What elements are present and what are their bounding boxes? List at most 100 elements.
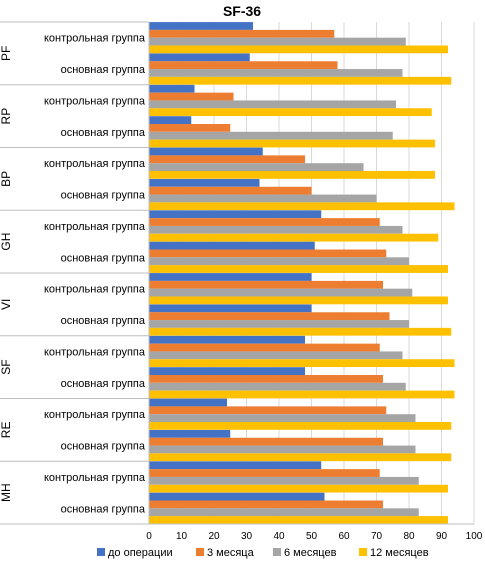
bar [149,484,448,493]
bars [149,22,455,524]
bar [149,476,419,485]
group-label: RP [0,108,13,125]
bar [149,453,452,462]
legend-label: до операции [108,547,173,559]
x-tick-label: 30 [241,531,253,542]
bar [149,37,406,46]
bar [149,398,227,407]
bar [149,257,409,266]
subcategory-label: основная группа [61,315,146,327]
bar [149,108,432,117]
x-tick-label: 90 [436,531,448,542]
bar [149,421,452,430]
bar [149,69,403,77]
bar [149,241,315,250]
x-tick-label: 70 [371,531,383,542]
bar [149,139,435,148]
bar [149,351,403,360]
bar [149,280,383,289]
bar [149,296,448,305]
subcategory-label: контрольная группа [44,33,146,45]
x-tick-label: 60 [338,531,350,542]
bar [149,390,455,399]
x-tick-label: 20 [208,531,220,542]
bar [149,186,312,195]
subcategory-label: основная группа [61,503,146,515]
group-label: BP [0,171,13,187]
subcategory-label: контрольная группа [44,95,146,107]
axes: 0 10 20 30 40 50 60 70 80 90 100 [0,21,483,542]
bar [149,76,452,85]
bar [149,155,305,164]
bar [149,500,383,509]
bar [149,437,383,446]
group-label: SF [0,359,13,374]
category-labels: контрольная группа основная группа PF контр… [0,33,146,516]
legend-label: 6 месяцев [284,547,337,559]
bar [149,29,335,38]
subcategory-label: основная группа [61,190,146,202]
bar [149,210,322,219]
x-tick-label: 100 [466,531,483,542]
x-tick-label: 80 [403,531,415,542]
group-label: GH [0,233,13,251]
legend-swatch [97,548,105,556]
subcategory-label: контрольная группа [44,472,146,484]
bar [149,194,377,203]
bar [149,414,416,422]
bar [149,304,312,313]
bar [149,45,448,54]
bar [149,202,455,211]
bar [149,469,380,477]
subcategory-label: контрольная группа [44,284,146,296]
bar [149,225,403,234]
group-label: RE [0,422,13,439]
group-label: PF [0,46,13,61]
bar [149,343,380,352]
bar [149,163,364,171]
group-label: VI [0,299,13,310]
bar [149,367,305,376]
legend: до операции 3 месяца 6 месяцев 12 месяцев [97,547,429,559]
bar [149,233,439,242]
subcategory-label: основная группа [61,252,146,264]
legend-swatch [273,548,281,556]
x-tick-label: 40 [273,531,285,542]
bar [149,124,231,132]
bar [149,265,448,273]
bar [149,429,231,438]
bar [149,516,448,524]
legend-label: 3 месяца [207,547,255,559]
chart-title: SF-36 [223,3,261,19]
bar [149,22,253,30]
bar [149,178,260,187]
bar [149,53,250,62]
bar [149,461,322,470]
subcategory-label: основная группа [61,64,146,76]
bar [149,100,396,109]
bar [149,218,380,226]
bar [149,288,413,297]
bar [149,359,455,368]
subcategory-label: основная группа [61,441,146,453]
bar [149,249,387,258]
bar [149,335,305,344]
bar [149,327,452,336]
x-tick-label: 50 [306,531,318,542]
bar [149,320,409,328]
subcategory-label: контрольная группа [44,221,146,233]
x-tick-label: 0 [146,531,152,542]
bar [149,273,312,281]
bar [149,312,390,321]
bar [149,170,435,179]
bar [149,508,419,517]
bar [149,406,387,415]
subcategory-label: основная группа [61,127,146,139]
bar [149,131,393,140]
bar [149,382,406,391]
bar [149,147,263,156]
group-label: MH [0,483,13,502]
bar [149,84,195,93]
bar [149,492,325,501]
